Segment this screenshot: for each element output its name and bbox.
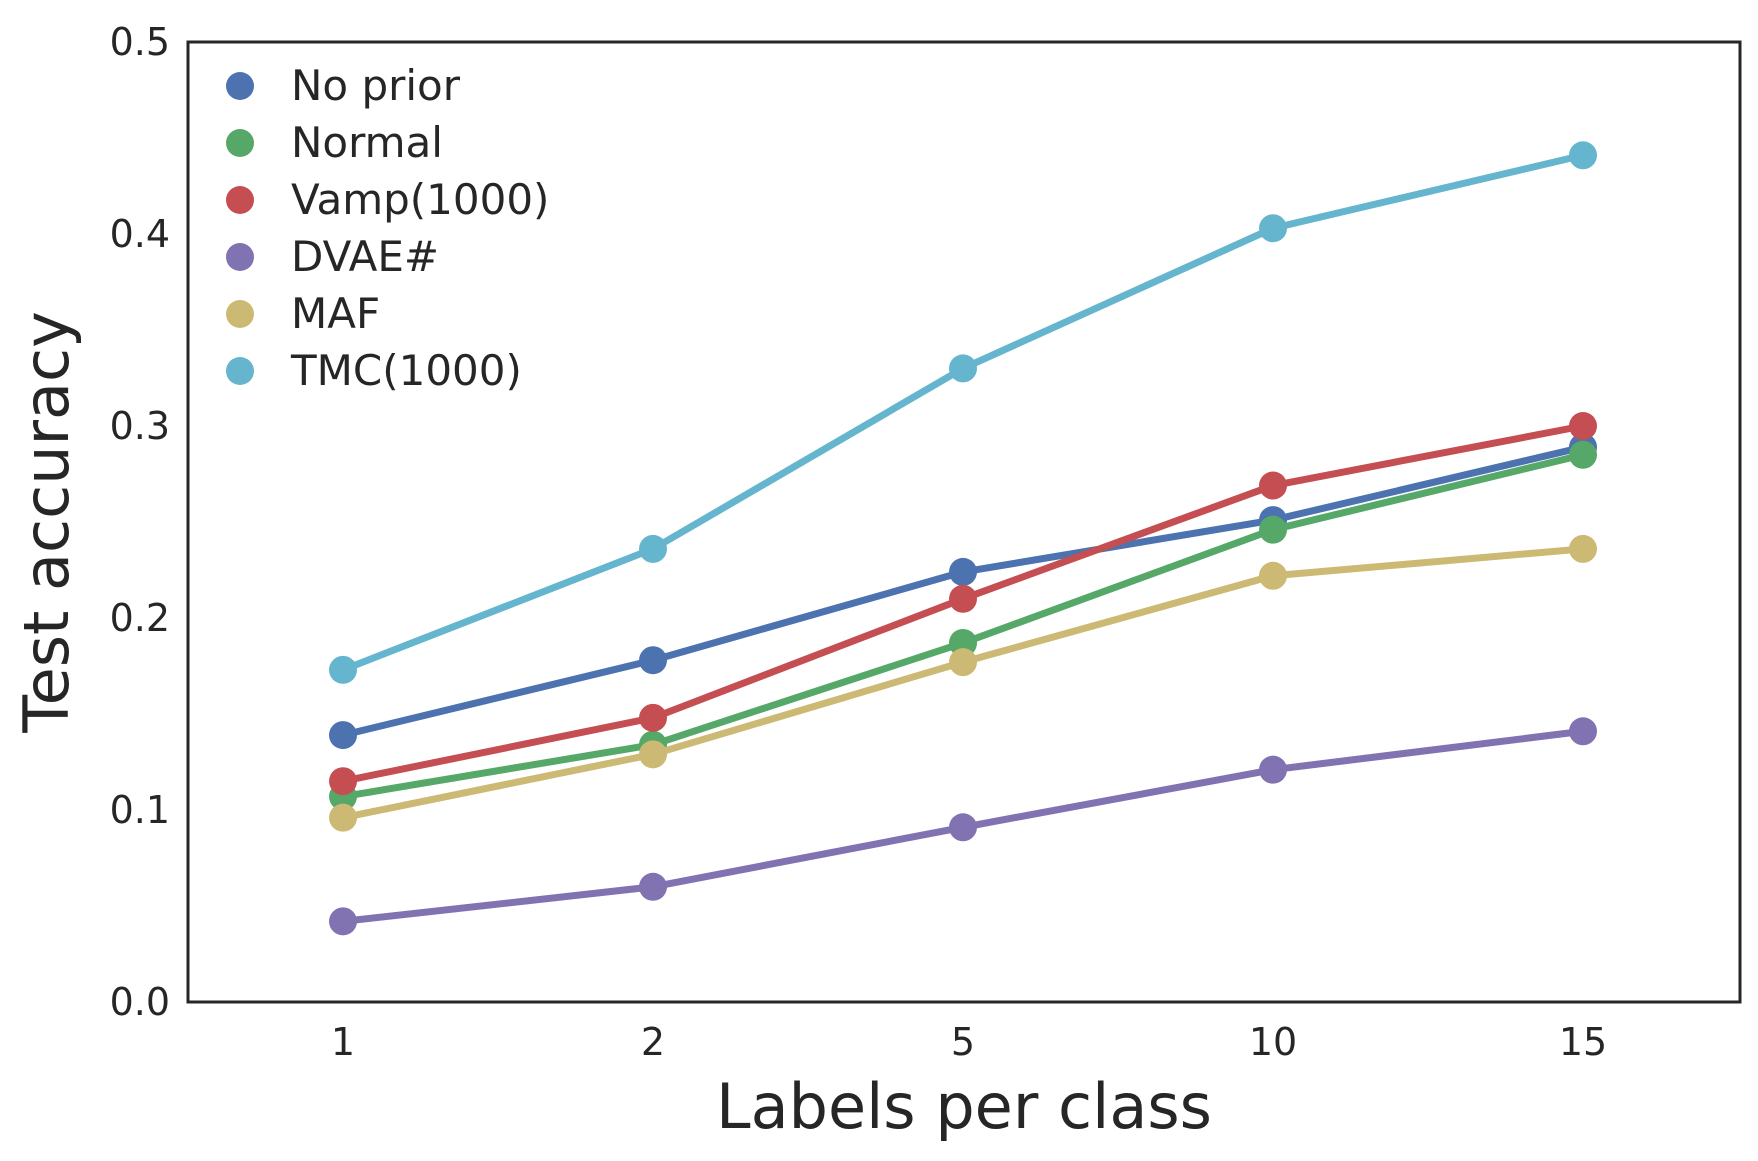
series-vamp-1000 <box>329 412 1597 796</box>
data-point <box>329 767 357 796</box>
plot-frame <box>186 40 1742 1004</box>
legend-marker <box>226 243 254 271</box>
data-point <box>1259 214 1287 243</box>
series-tmc-1000 <box>329 141 1597 684</box>
legend-item: DVAE# <box>226 232 439 281</box>
y-tick-label: 0.3 <box>110 404 170 448</box>
legend-label: No prior <box>291 61 461 110</box>
data-point <box>949 557 977 586</box>
data-point <box>949 813 977 842</box>
y-tick-label: 0.4 <box>110 212 170 256</box>
data-point <box>1569 440 1597 469</box>
legend-item: Vamp(1000) <box>226 175 549 224</box>
x-tick-label: 5 <box>951 1020 975 1064</box>
legend-marker <box>226 72 254 100</box>
legend-marker <box>226 186 254 214</box>
y-axis-label: Test accuracy <box>10 311 83 734</box>
x-tick-label: 1 <box>331 1020 355 1064</box>
data-point <box>639 740 667 769</box>
data-point <box>1569 717 1597 746</box>
series-layer <box>329 141 1597 936</box>
legend-label: Vamp(1000) <box>291 175 549 224</box>
y-tick-label: 0.0 <box>110 980 170 1024</box>
data-point <box>1569 412 1597 440</box>
series-no-prior <box>329 433 1597 750</box>
data-point <box>949 354 977 383</box>
x-axis-label: Labels per class <box>716 1070 1212 1143</box>
data-point <box>1259 515 1287 544</box>
legend-item: MAF <box>226 289 380 338</box>
x-tick-label: 10 <box>1249 1020 1297 1064</box>
x-tick-labels: 1 2 5 10 15 <box>331 1020 1607 1064</box>
series-dvae <box>329 717 1597 936</box>
y-tick-labels: 0.0 0.1 0.2 0.3 0.4 0.5 <box>110 20 170 1024</box>
legend-marker <box>226 129 254 157</box>
y-tick-label: 0.5 <box>110 20 170 64</box>
data-point <box>949 628 977 657</box>
y-tick-label: 0.1 <box>110 788 170 832</box>
legend-label: MAF <box>291 289 380 338</box>
data-point <box>329 655 357 684</box>
data-point <box>1259 561 1287 590</box>
data-point <box>949 584 977 613</box>
legend-item: TMC(1000) <box>226 346 522 395</box>
data-point <box>1259 471 1287 500</box>
legend-label: Normal <box>291 118 443 167</box>
legend-marker <box>226 300 254 328</box>
legend-label: TMC(1000) <box>290 346 522 395</box>
series-maf <box>329 534 1597 832</box>
data-point <box>1569 141 1597 170</box>
data-point <box>639 534 667 563</box>
legend-marker <box>226 357 254 385</box>
data-point <box>1569 534 1597 563</box>
legend-item: No prior <box>226 61 461 110</box>
data-point <box>639 872 667 901</box>
x-tick-label: 2 <box>641 1020 665 1064</box>
data-point <box>329 803 357 832</box>
data-point <box>949 648 977 677</box>
data-point <box>1259 755 1287 784</box>
x-tick-label: 15 <box>1559 1020 1607 1064</box>
legend: No prior Normal Vamp(1000) DVAE# MAF TMC(1000… <box>226 61 549 395</box>
data-point <box>329 721 357 750</box>
legend-item: Normal <box>226 118 443 167</box>
data-point <box>329 907 357 936</box>
data-point <box>639 646 667 675</box>
legend-label: DVAE# <box>291 232 439 281</box>
y-tick-label: 0.2 <box>110 596 170 640</box>
data-point <box>639 703 667 732</box>
